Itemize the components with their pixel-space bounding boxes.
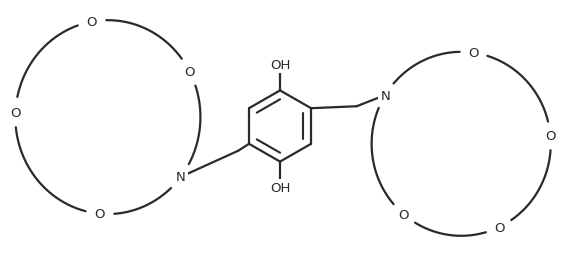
Text: O: O bbox=[545, 130, 555, 143]
Text: O: O bbox=[494, 221, 504, 234]
Text: OH: OH bbox=[270, 181, 290, 194]
Text: O: O bbox=[184, 66, 195, 79]
Text: N: N bbox=[381, 89, 390, 102]
Text: OH: OH bbox=[270, 59, 290, 72]
Text: O: O bbox=[87, 16, 97, 29]
Text: O: O bbox=[399, 208, 409, 221]
Text: O: O bbox=[468, 47, 479, 60]
Text: O: O bbox=[95, 207, 105, 220]
Text: O: O bbox=[10, 106, 21, 119]
Text: N: N bbox=[176, 171, 186, 184]
